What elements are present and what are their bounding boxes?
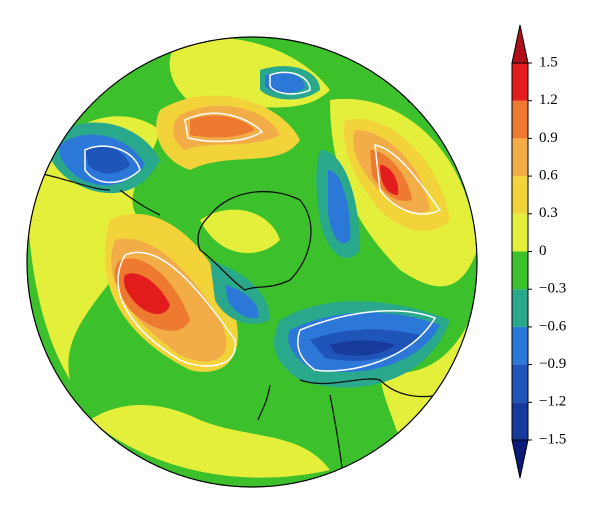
colorbar-extend-low xyxy=(511,439,529,479)
colorbar: −1.5 −1.2 −0.9 −0.6 −0.3 0 0.3 0.6 0.9 1.2 1.5 xyxy=(511,24,567,479)
colorbar-tick-label: −0.9 xyxy=(539,356,566,372)
colorbar-band xyxy=(512,213,528,252)
colorbar-tick-label: 0.6 xyxy=(539,168,558,184)
colorbar-band xyxy=(512,251,528,290)
colorbar-band xyxy=(512,63,528,101)
colorbar-tick-label: −0.6 xyxy=(539,318,567,334)
colorbar-band xyxy=(512,138,528,177)
colorbar-band xyxy=(512,176,528,214)
colorbar-band xyxy=(512,326,528,365)
colorbar-extend-high xyxy=(511,24,529,64)
map-border xyxy=(26,36,478,488)
colorbar-tick-label: −0.3 xyxy=(539,281,566,297)
colorbar-tick-label: 0 xyxy=(539,243,547,259)
polar-map xyxy=(27,37,477,487)
colorbar-tick-label: 0.3 xyxy=(539,205,558,221)
colorbar-tick-label: 1.2 xyxy=(539,92,558,108)
colorbar-band xyxy=(512,289,528,327)
colorbar-band xyxy=(512,402,528,440)
colorbar-tick-label: 1.5 xyxy=(539,54,558,70)
colorbar-tick-label: 0.9 xyxy=(539,130,558,146)
colorbar-tick-label: −1.5 xyxy=(539,431,566,447)
colorbar-tick-label: −1.2 xyxy=(539,394,566,410)
colorbar-band xyxy=(512,364,528,403)
colorbar-band xyxy=(512,100,528,139)
